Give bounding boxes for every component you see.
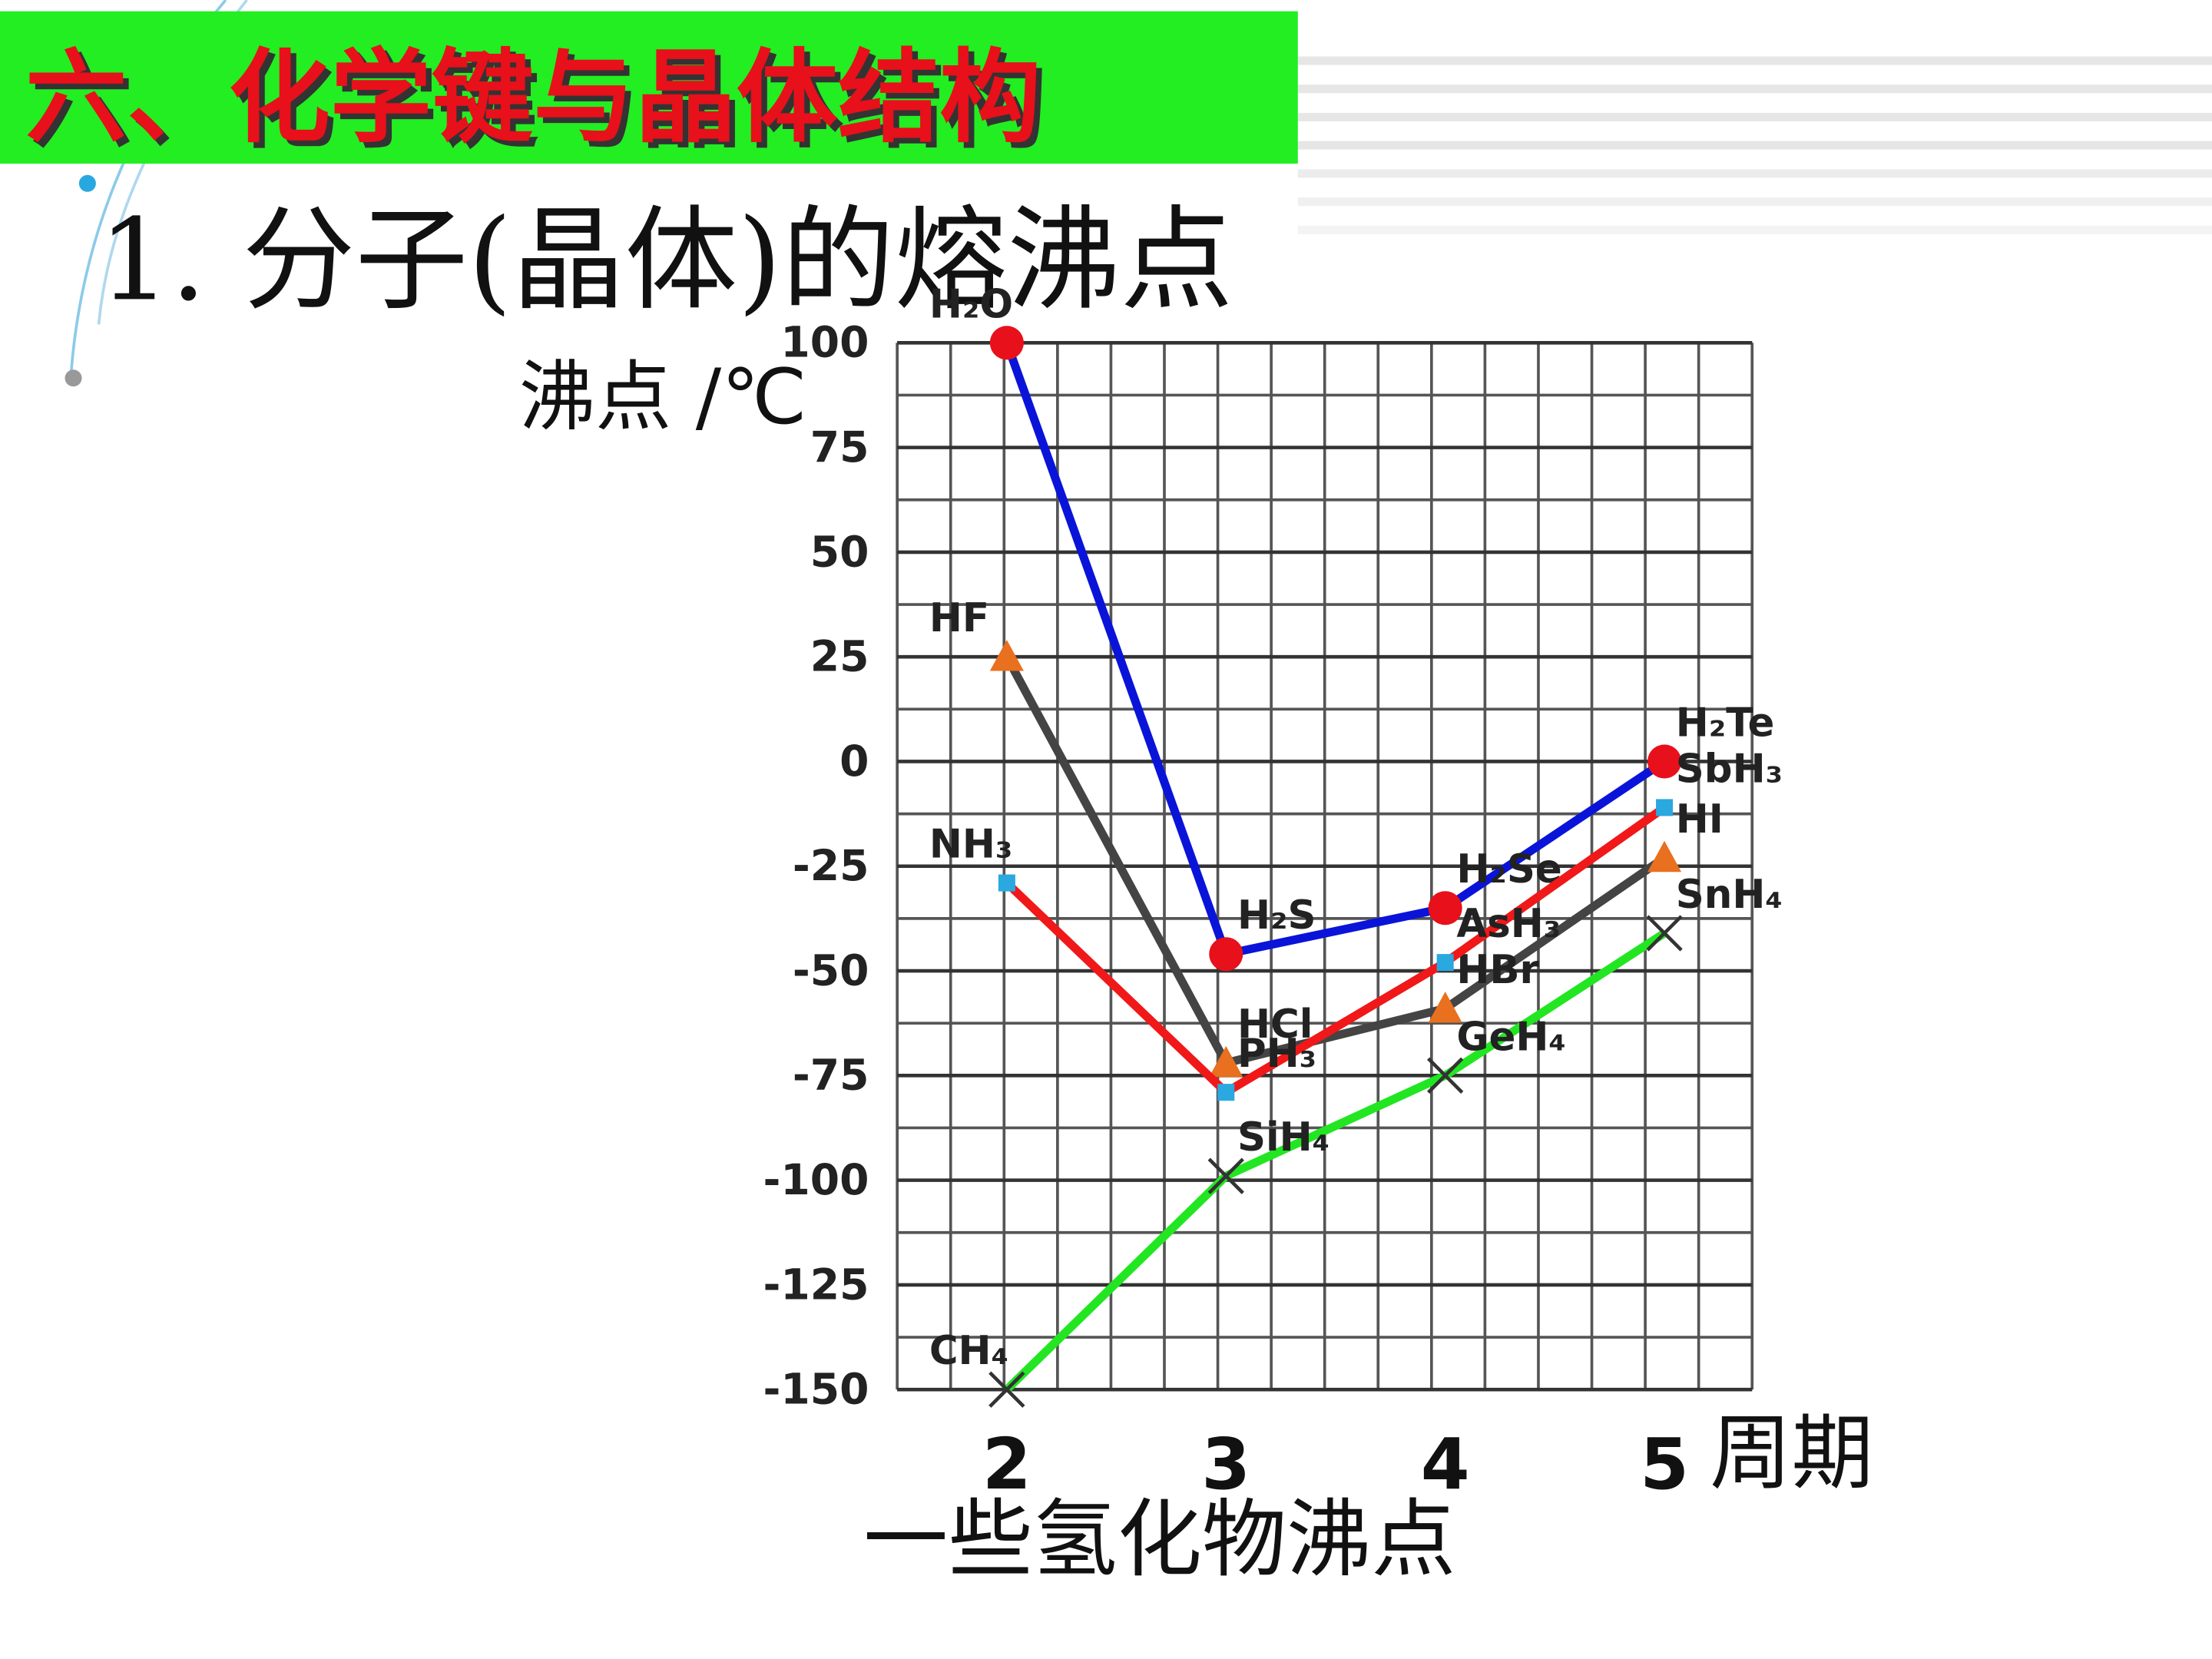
- marker: [1656, 799, 1674, 816]
- marker: [1207, 1157, 1244, 1194]
- x-axis-label: 周期: [1710, 1406, 1873, 1502]
- marker: [1217, 1084, 1235, 1101]
- marker: [1647, 744, 1682, 779]
- y-tick-label: -25: [793, 841, 869, 890]
- point-label: SnH₄: [1676, 872, 1783, 918]
- series-line: [1002, 341, 1667, 959]
- marker: [989, 640, 1024, 671]
- y-tick-label: 50: [810, 527, 869, 576]
- point-label: PH₃: [1237, 1031, 1316, 1077]
- point-label: AsH₃: [1456, 901, 1561, 947]
- marker: [1428, 891, 1462, 926]
- marker: [1426, 1057, 1464, 1094]
- title-bar: [0, 11, 1298, 164]
- series-line: [1003, 654, 1667, 1068]
- marker: [988, 1371, 1025, 1408]
- point-label: H₂Te: [1676, 700, 1775, 746]
- marker: [1209, 937, 1243, 972]
- point-label: H₂S: [1237, 892, 1316, 939]
- y-tick-label: -125: [763, 1260, 869, 1309]
- marker: [1209, 1045, 1243, 1078]
- point-label: NH₃: [929, 821, 1013, 867]
- y-tick-label: 0: [839, 737, 869, 786]
- y-tick-label: 100: [780, 318, 869, 367]
- point-label: HBr: [1456, 947, 1539, 993]
- marker: [1428, 992, 1462, 1023]
- point-label: GeH₄: [1456, 1014, 1566, 1060]
- y-tick-label: 75: [810, 422, 869, 472]
- decor: [65, 0, 2212, 387]
- x-tick-label: 2: [982, 1423, 1031, 1505]
- heading: 1. 分子(晶体)的熔沸点: [99, 194, 1233, 326]
- marker: [998, 874, 1015, 892]
- marker: [1436, 954, 1454, 972]
- slide-title: 六、化学键与晶体结构: [25, 39, 1041, 157]
- x-tick-label: 4: [1421, 1423, 1470, 1505]
- y-tick-label: -50: [793, 945, 869, 995]
- marker: [1646, 915, 1683, 952]
- chart: 100 75 50 25 0 -25 -50 -75 -100 -125 -150 2 3 4 5 沸点 /℃…: [519, 281, 1873, 1588]
- title-shadow: 六、化学键与晶体结构: [31, 45, 1046, 163]
- marker: [989, 326, 1024, 360]
- point-label: SbH₃: [1676, 746, 1783, 792]
- point-label: CH₄: [929, 1328, 1008, 1374]
- point-label: H₂O: [929, 281, 1013, 327]
- x-tick-label: 5: [1640, 1423, 1689, 1505]
- point-label: H₂Se: [1456, 846, 1561, 892]
- point-label: HF: [929, 595, 989, 641]
- marker: [1647, 840, 1682, 873]
- y-tick-label: -75: [793, 1051, 869, 1100]
- y-tick-label: -100: [763, 1155, 869, 1204]
- series-line: [1004, 803, 1667, 1098]
- y-axis-label: 沸点 /℃: [519, 353, 807, 442]
- series-line: [1004, 929, 1667, 1393]
- point-label: HCl: [1237, 1002, 1313, 1048]
- x-tick-label: 3: [1201, 1423, 1250, 1505]
- point-label: SiH₄: [1237, 1114, 1330, 1161]
- y-tick-label: 25: [810, 632, 869, 681]
- y-tick-label: -150: [763, 1365, 869, 1414]
- point-label: HI: [1676, 796, 1724, 843]
- caption: 一些氢化物沸点: [863, 1490, 1455, 1588]
